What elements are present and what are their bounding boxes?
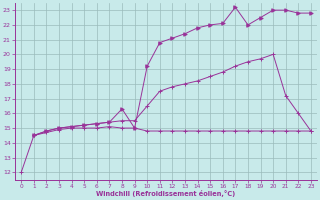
X-axis label: Windchill (Refroidissement éolien,°C): Windchill (Refroidissement éolien,°C) bbox=[96, 190, 236, 197]
